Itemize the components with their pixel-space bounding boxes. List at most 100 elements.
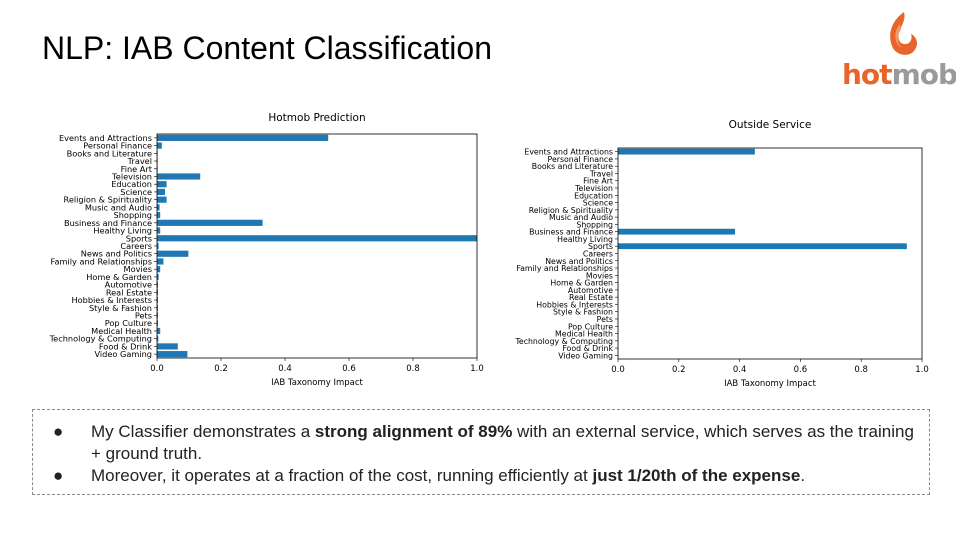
x-tick-label: 0.4 — [278, 364, 292, 374]
summary-box: ● My Classifier demonstrates a strong al… — [32, 409, 930, 495]
y-tick-label: Technology & Computing — [49, 334, 152, 344]
y-tick-label: Food & Drink — [99, 341, 152, 351]
bar — [618, 243, 907, 250]
bar — [157, 327, 161, 335]
y-tick-label: Events and Attractions — [59, 133, 152, 143]
bullet-item-alignment: ● My Classifier demonstrates a strong al… — [53, 421, 915, 465]
x-tick-label: 0.6 — [342, 364, 356, 374]
y-tick-label: Healthy Living — [557, 235, 613, 244]
y-tick-label: Style & Fashion — [89, 303, 152, 313]
flame-icon — [890, 12, 918, 55]
y-tick-label: Shopping — [576, 220, 613, 229]
y-tick-label: Movies — [586, 271, 613, 280]
x-tick-label: 0.2 — [672, 365, 686, 375]
plot-frame — [617, 147, 923, 360]
x-tick-label: 0.2 — [214, 364, 228, 374]
bar — [157, 142, 162, 149]
bullet-marker: ● — [53, 422, 64, 441]
x-tick-label: 1.0 — [915, 365, 929, 375]
y-tick-label: Sports — [588, 242, 613, 251]
y-tick-label: Shopping — [114, 210, 152, 220]
y-tick-label: Movies — [124, 264, 153, 274]
y-tick-label: Business and Finance — [529, 228, 613, 237]
x-tick-label: 0.8 — [406, 364, 420, 374]
bar — [157, 196, 167, 203]
y-tick-label: Music and Audio — [549, 213, 613, 222]
bullet-bold-text: strong alignment of 89% — [314, 422, 513, 441]
y-tick-label: Television — [111, 171, 152, 181]
x-axis-label: IAB Taxonomy Impact — [271, 378, 363, 388]
y-tick-label: News and Politics — [545, 257, 613, 266]
y-tick-label: Sports — [126, 233, 152, 243]
bar — [157, 335, 159, 342]
logo-text-hot: hot — [842, 58, 892, 91]
y-tick-label: Events and Attractions — [524, 148, 613, 157]
y-tick-label: Books and Literature — [67, 148, 152, 158]
bar — [157, 304, 158, 311]
y-tick-label: Personal Finance — [83, 141, 152, 151]
y-tick-label: Music and Audio — [85, 202, 152, 212]
y-tick-label: Medical Health — [91, 326, 152, 336]
y-tick-label: Fine Art — [583, 177, 613, 186]
bar — [157, 188, 165, 196]
bar — [157, 219, 263, 226]
x-tick-label: 0.0 — [150, 364, 164, 374]
y-tick-label: Food & Drink — [562, 344, 613, 353]
bullet-text: Moreover, it operates at a fraction of t… — [91, 466, 593, 485]
chart-title: Hotmob Prediction — [268, 112, 365, 124]
bar — [157, 204, 160, 211]
y-tick-label: Travel — [589, 169, 613, 178]
bar — [157, 258, 164, 265]
y-tick-label: News and Politics — [81, 249, 152, 259]
y-tick-label: Pets — [135, 311, 152, 321]
y-tick-label: Video Gaming — [558, 351, 613, 360]
bullet-item-cost: ● Moreover, it operates at a fraction of… — [53, 465, 915, 487]
bar — [157, 320, 158, 327]
hotmob-logo: hotmob — [842, 12, 956, 91]
bar — [157, 312, 158, 319]
y-tick-label: Healthy Living — [93, 226, 152, 236]
y-tick-label: Religion & Spirituality — [529, 206, 614, 215]
y-tick-label: Pets — [597, 315, 613, 324]
y-tick-label: Pop Culture — [568, 322, 613, 331]
bar — [157, 273, 159, 280]
y-tick-label: Real Estate — [106, 287, 152, 297]
bar — [618, 148, 755, 155]
y-tick-label: Automotive — [105, 280, 152, 290]
bullet-text: with an external service, which serves a… — [91, 422, 914, 463]
y-tick-label: Careers — [120, 241, 152, 251]
svg-text:hotmob: hotmob — [842, 58, 956, 91]
y-tick-label: Family and Relationships — [516, 264, 613, 273]
bar — [157, 296, 158, 304]
x-tick-label: 0.8 — [854, 365, 868, 375]
logo-text-mob: mob — [892, 58, 956, 91]
bar — [157, 212, 161, 219]
bar — [157, 134, 329, 141]
y-tick-label: Travel — [127, 156, 152, 166]
y-tick-label: Automotive — [568, 286, 613, 295]
chart-title: Outside Service — [729, 119, 812, 131]
y-tick-label: Family and Relationships — [51, 256, 152, 266]
y-tick-label: Video Gaming — [94, 349, 152, 359]
bullet-bold-text: just 1/20th of the expense — [592, 466, 801, 485]
slide-title: NLP: IAB Content Classification — [42, 30, 492, 66]
y-tick-label: Television — [574, 184, 613, 193]
bar — [157, 281, 158, 288]
x-tick-label: 1.0 — [470, 364, 484, 374]
y-tick-label: Science — [583, 199, 613, 208]
bar — [157, 227, 161, 234]
y-tick-label: Home & Garden — [86, 272, 152, 282]
y-tick-label: Fine Art — [121, 164, 153, 174]
y-tick-label: Hobbies & Interests — [71, 295, 152, 305]
x-tick-label: 0.4 — [733, 365, 747, 375]
bar — [157, 289, 158, 296]
y-tick-label: Science — [120, 187, 152, 197]
bar — [157, 242, 159, 250]
x-tick-label: 0.0 — [611, 365, 625, 375]
bullet-text: . — [800, 466, 806, 485]
y-tick-label: Medical Health — [555, 330, 613, 339]
y-tick-label: Technology & Computing — [514, 337, 613, 346]
y-tick-label: Pop Culture — [105, 318, 152, 328]
